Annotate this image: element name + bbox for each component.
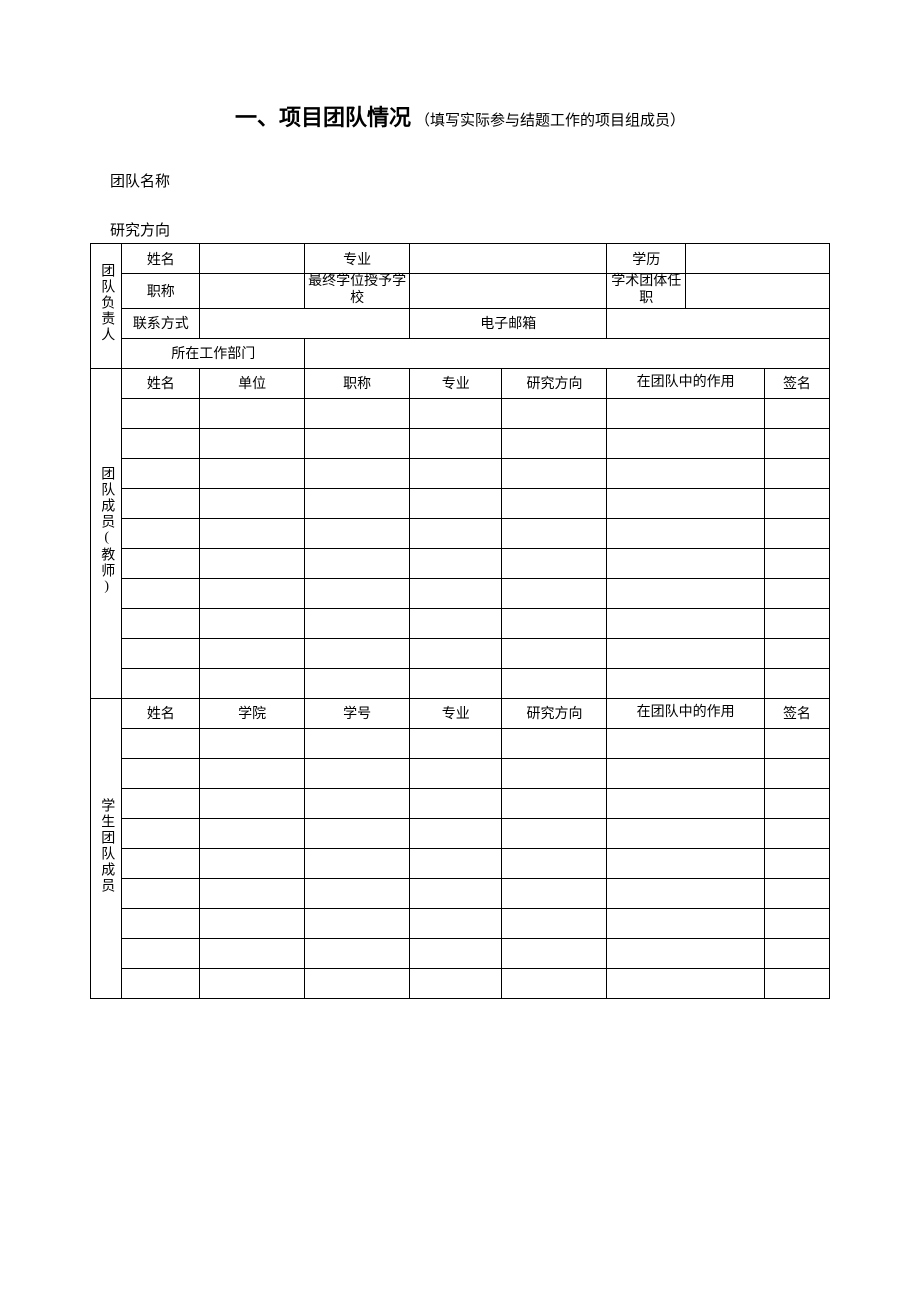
- student-row: [91, 848, 830, 878]
- leader-dept-value[interactable]: [305, 338, 830, 368]
- leader-name-value[interactable]: [200, 244, 305, 274]
- leader-section-label: 团队负责人: [91, 244, 122, 369]
- leader-title-label: 职称: [122, 274, 200, 309]
- teacher-row: [91, 518, 830, 548]
- student-hdr-major: 专业: [410, 698, 502, 728]
- teacher-row: [91, 398, 830, 428]
- student-hdr-role: 在团队中的作用: [607, 698, 764, 728]
- teacher-hdr-sign: 签名: [764, 368, 829, 398]
- student-row: [91, 758, 830, 788]
- teacher-hdr-role: 在团队中的作用: [607, 368, 764, 398]
- heading-sub: （填写实际参与结题工作的项目组成员）: [415, 113, 685, 129]
- teacher-row: [91, 608, 830, 638]
- leader-email-value[interactable]: [607, 308, 830, 338]
- student-row: [91, 968, 830, 998]
- student-row: [91, 938, 830, 968]
- student-hdr-research: 研究方向: [502, 698, 607, 728]
- section-heading: 一、项目团队情况 （填写实际参与结题工作的项目组成员）: [90, 100, 830, 132]
- leader-contact-label: 联系方式: [122, 308, 200, 338]
- student-hdr-sid: 学号: [305, 698, 410, 728]
- student-row: [91, 878, 830, 908]
- leader-org-position-label: 学术团体任职: [607, 274, 686, 309]
- team-form-table: 团队负责人 姓名 专业 学历 职称 最终学位授予学校 学术团体任职 联系方式 电…: [90, 243, 830, 999]
- teacher-hdr-unit: 单位: [200, 368, 305, 398]
- leader-email-label: 电子邮箱: [410, 308, 607, 338]
- student-hdr-name: 姓名: [122, 698, 200, 728]
- leader-title-value[interactable]: [200, 274, 305, 309]
- teacher-row: [91, 578, 830, 608]
- student-row: [91, 818, 830, 848]
- student-section-label: 学生团队成员: [91, 698, 122, 998]
- leader-major-value[interactable]: [410, 244, 607, 274]
- teacher-row: [91, 548, 830, 578]
- leader-degree-school-label: 最终学位授予学校: [305, 274, 410, 309]
- leader-edu-label: 学历: [607, 244, 686, 274]
- teacher-section-label: 团队成员(教师): [91, 368, 122, 698]
- teacher-row: [91, 638, 830, 668]
- leader-name-label: 姓名: [122, 244, 200, 274]
- student-row: [91, 908, 830, 938]
- research-dir-label: 研究方向: [110, 219, 830, 240]
- leader-org-position-value[interactable]: [686, 274, 830, 309]
- leader-edu-value[interactable]: [686, 244, 830, 274]
- leader-dept-label: 所在工作部门: [122, 338, 305, 368]
- student-hdr-college: 学院: [200, 698, 305, 728]
- student-row: [91, 728, 830, 758]
- student-row: [91, 788, 830, 818]
- leader-major-label: 专业: [305, 244, 410, 274]
- teacher-hdr-major: 专业: [410, 368, 502, 398]
- teacher-hdr-research: 研究方向: [502, 368, 607, 398]
- teacher-hdr-name: 姓名: [122, 368, 200, 398]
- student-hdr-sign: 签名: [764, 698, 829, 728]
- leader-contact-value[interactable]: [200, 308, 410, 338]
- heading-main: 一、项目团队情况: [235, 105, 411, 130]
- teacher-row: [91, 488, 830, 518]
- team-name-label: 团队名称: [110, 170, 830, 191]
- teacher-row: [91, 428, 830, 458]
- leader-degree-school-value[interactable]: [410, 274, 607, 309]
- teacher-hdr-title: 职称: [305, 368, 410, 398]
- teacher-row: [91, 458, 830, 488]
- teacher-row: [91, 668, 830, 698]
